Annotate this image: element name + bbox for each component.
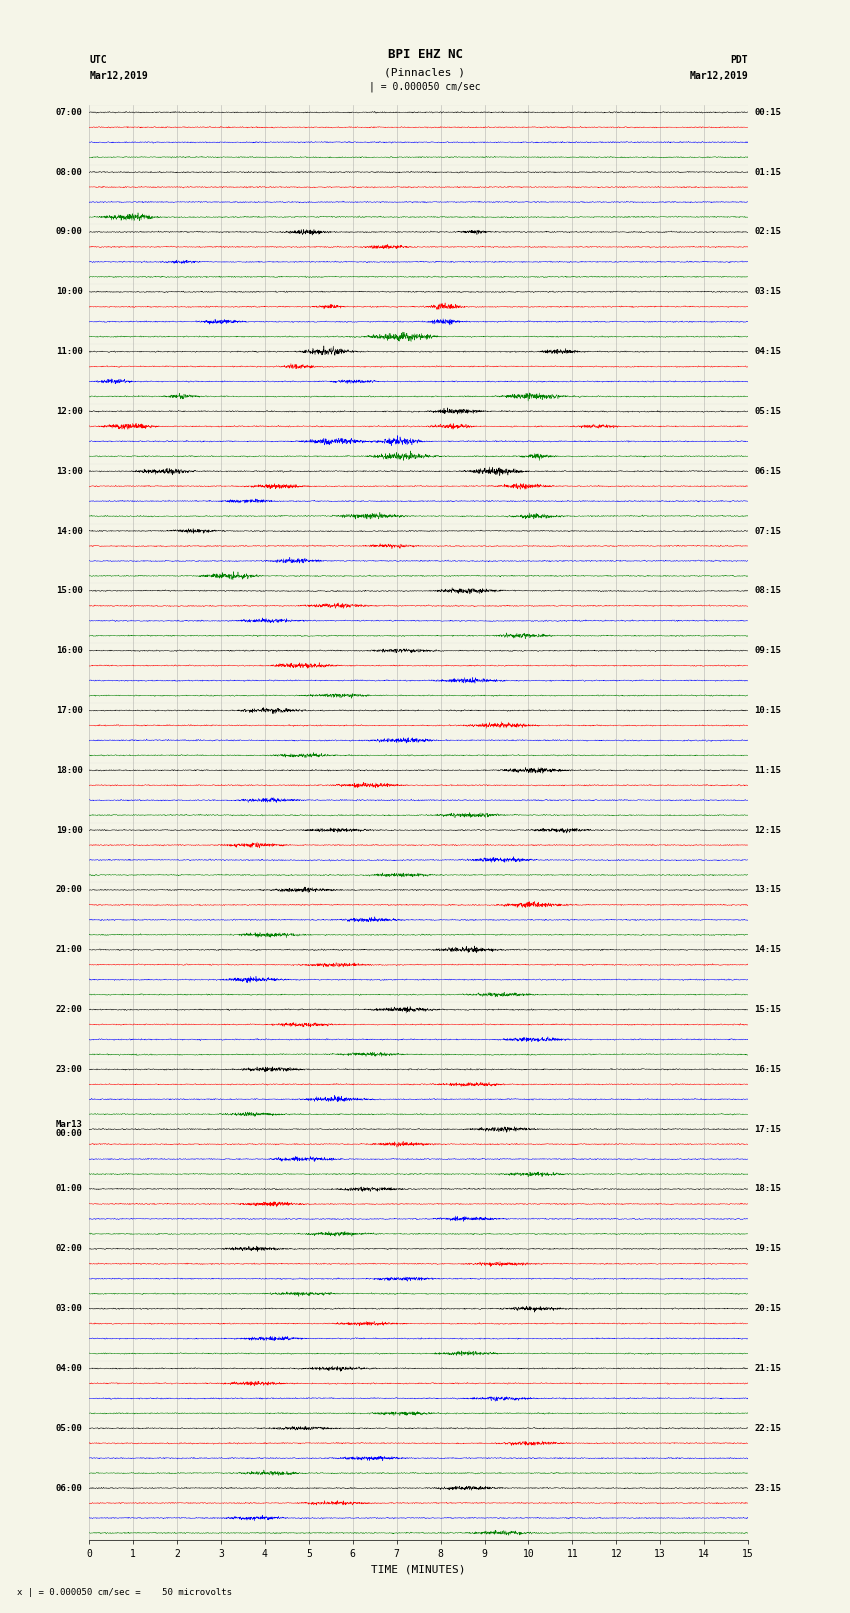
Text: 21:00: 21:00 [56,945,82,955]
Text: 09:00: 09:00 [56,227,82,237]
Text: 03:15: 03:15 [755,287,781,297]
Text: 19:15: 19:15 [755,1244,781,1253]
Text: 12:00: 12:00 [56,406,82,416]
Text: UTC: UTC [89,55,107,65]
Text: 14:00: 14:00 [56,526,82,536]
Text: Mar12,2019: Mar12,2019 [689,71,748,81]
Text: 08:15: 08:15 [755,587,781,595]
Text: 10:15: 10:15 [755,706,781,715]
Text: 04:15: 04:15 [755,347,781,356]
Text: 23:00: 23:00 [56,1065,82,1074]
Text: 23:15: 23:15 [755,1484,781,1492]
Text: 15:00: 15:00 [56,587,82,595]
Text: 01:00: 01:00 [56,1184,82,1194]
Text: 06:00: 06:00 [56,1484,82,1492]
Text: 09:15: 09:15 [755,647,781,655]
Text: (Pinnacles ): (Pinnacles ) [384,68,466,77]
Text: | = 0.000050 cm/sec: | = 0.000050 cm/sec [369,81,481,92]
Text: 10:00: 10:00 [56,287,82,297]
Text: Mar13: Mar13 [56,1119,82,1129]
Text: 05:00: 05:00 [56,1424,82,1432]
Text: Mar12,2019: Mar12,2019 [89,71,148,81]
Text: 16:15: 16:15 [755,1065,781,1074]
Text: 15:15: 15:15 [755,1005,781,1015]
Text: 06:15: 06:15 [755,466,781,476]
Text: 13:15: 13:15 [755,886,781,895]
Text: 22:15: 22:15 [755,1424,781,1432]
Text: 11:00: 11:00 [56,347,82,356]
Text: 21:15: 21:15 [755,1365,781,1373]
Text: 16:00: 16:00 [56,647,82,655]
Text: 20:00: 20:00 [56,886,82,895]
Text: 19:00: 19:00 [56,826,82,834]
Text: 02:00: 02:00 [56,1244,82,1253]
Text: 13:00: 13:00 [56,466,82,476]
Text: 20:15: 20:15 [755,1305,781,1313]
Text: 11:15: 11:15 [755,766,781,774]
Text: 14:15: 14:15 [755,945,781,955]
Text: 03:00: 03:00 [56,1305,82,1313]
Text: 00:00: 00:00 [56,1129,82,1139]
Text: 08:00: 08:00 [56,168,82,177]
Text: 18:00: 18:00 [56,766,82,774]
Text: 01:15: 01:15 [755,168,781,177]
Text: 22:00: 22:00 [56,1005,82,1015]
X-axis label: TIME (MINUTES): TIME (MINUTES) [371,1565,466,1574]
Text: BPI EHZ NC: BPI EHZ NC [388,48,462,61]
Text: PDT: PDT [730,55,748,65]
Text: x | = 0.000050 cm/sec =    50 microvolts: x | = 0.000050 cm/sec = 50 microvolts [17,1587,232,1597]
Text: 04:00: 04:00 [56,1365,82,1373]
Text: 00:15: 00:15 [755,108,781,116]
Text: 05:15: 05:15 [755,406,781,416]
Text: 17:00: 17:00 [56,706,82,715]
Text: 18:15: 18:15 [755,1184,781,1194]
Text: 02:15: 02:15 [755,227,781,237]
Text: 17:15: 17:15 [755,1124,781,1134]
Text: 12:15: 12:15 [755,826,781,834]
Text: 07:15: 07:15 [755,526,781,536]
Text: 07:00: 07:00 [56,108,82,116]
